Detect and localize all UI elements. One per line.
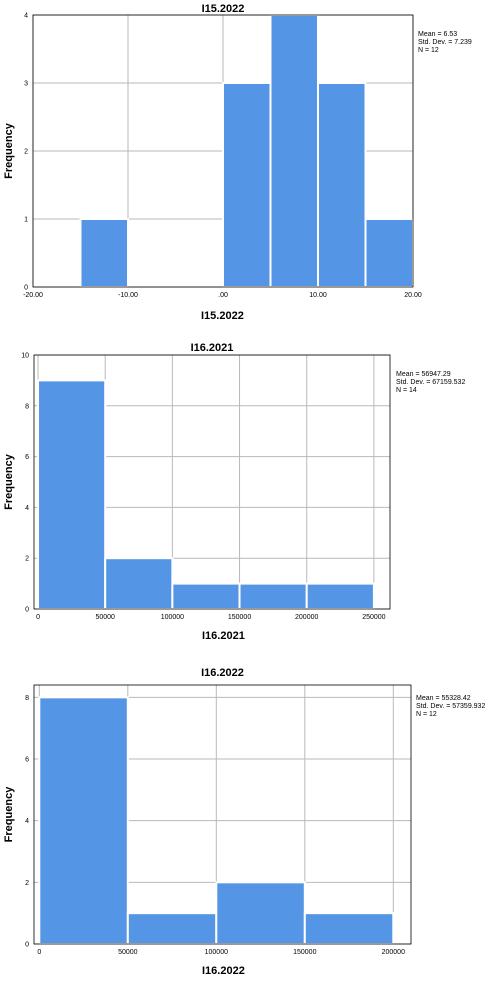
histogram-bar xyxy=(104,557,174,611)
y-axis-label: Frequency xyxy=(3,453,15,510)
histogram-bar xyxy=(269,14,319,288)
y-tick-label: 2 xyxy=(24,149,28,156)
x-tick-label: 20.00 xyxy=(404,292,422,299)
y-tick-label: 1 xyxy=(24,217,28,224)
histogram-bar xyxy=(126,912,218,946)
stats-legend-line: Mean = 56947.29 xyxy=(396,371,451,378)
x-tick-label: -10.00 xyxy=(118,292,138,299)
y-tick-label: 3 xyxy=(24,81,28,88)
chart-title: I16.2021 xyxy=(191,342,234,354)
y-tick-label: 10 xyxy=(21,353,29,360)
histogram-bar xyxy=(215,881,306,945)
stats-legend-line: Mean = 55328.42 xyxy=(416,695,471,702)
y-tick-label: 0 xyxy=(25,942,29,949)
x-axis-label: I16.2022 xyxy=(202,965,245,977)
x-axis-label: I15.2022 xyxy=(201,310,244,322)
histogram-bar xyxy=(317,82,367,288)
x-tick-label: 150000 xyxy=(228,614,251,621)
histogram-bar xyxy=(79,218,129,288)
x-tick-label: 0 xyxy=(37,949,41,956)
y-tick-label: 2 xyxy=(25,880,29,887)
x-tick-label: 150000 xyxy=(293,949,316,956)
x-tick-label: 50000 xyxy=(118,949,138,956)
histogram-panel-3: 0 50000 100000 150000 200000 0 2 4 6 8 I16.2022 I16… xyxy=(3,667,485,977)
histogram-bar xyxy=(222,82,272,288)
x-tick-label: -20.00 xyxy=(23,292,43,299)
y-tick-label: 4 xyxy=(25,818,29,825)
histogram-bar xyxy=(305,582,375,610)
x-tick-label: 10.00 xyxy=(309,292,327,299)
x-tick-label: 0 xyxy=(36,614,40,621)
x-axis-label: I16.2021 xyxy=(202,630,245,642)
histogram-bar xyxy=(238,582,308,610)
plot-frame xyxy=(33,354,391,610)
stats-legend-line: N = 14 xyxy=(396,387,417,394)
plot-frame xyxy=(32,14,414,288)
x-tick-label: 250000 xyxy=(362,614,385,621)
x-tick-label: 100000 xyxy=(161,614,184,621)
stats-legend-line: N = 12 xyxy=(418,47,439,54)
y-axis-label: Frequency xyxy=(3,786,15,843)
plot-frame xyxy=(33,684,412,945)
y-tick-label: 6 xyxy=(25,454,29,461)
histogram-panel-1: -20.00 -10.00 .00 10.00 20.00 0 1 2 3 4 I15.2022 I1… xyxy=(3,3,472,322)
stats-legend-line: Mean = 6.53 xyxy=(418,31,457,38)
x-tick-label: 200000 xyxy=(295,614,318,621)
stats-legend-line: Std. Dev. = 57359.932 xyxy=(416,703,485,710)
x-tick-label: 200000 xyxy=(382,949,405,956)
histogram-bar xyxy=(37,379,107,610)
histogram-bar xyxy=(171,582,241,610)
y-tick-label: 8 xyxy=(25,695,29,702)
x-tick-label: 100000 xyxy=(205,949,228,956)
y-tick-label: 8 xyxy=(25,403,29,410)
y-tick-label: 6 xyxy=(25,757,29,764)
y-tick-label: 0 xyxy=(24,285,28,292)
x-tick-label: 50000 xyxy=(95,614,115,621)
y-tick-label: 0 xyxy=(25,607,29,614)
chart-title: I16.2022 xyxy=(201,667,244,679)
stats-legend-line: Std. Dev. = 7.239 xyxy=(418,39,472,46)
y-axis-label: Frequency xyxy=(3,122,15,179)
histogram-bar xyxy=(303,912,395,946)
histogram-bar xyxy=(364,218,414,288)
stats-legend-line: N = 12 xyxy=(416,711,437,718)
histogram-bar xyxy=(38,696,129,945)
y-tick-label: 4 xyxy=(24,13,28,20)
x-tick-label: .00 xyxy=(218,292,228,299)
y-tick-label: 4 xyxy=(25,505,29,512)
y-tick-label: 2 xyxy=(25,556,29,563)
chart-title: I15.2022 xyxy=(202,3,245,15)
stats-legend-line: Std. Dev. = 67159.532 xyxy=(396,379,465,386)
histogram-panel-2: 0 50000 100000 150000 200000 250000 0 2 4 6 8 10 I16… xyxy=(3,342,465,642)
